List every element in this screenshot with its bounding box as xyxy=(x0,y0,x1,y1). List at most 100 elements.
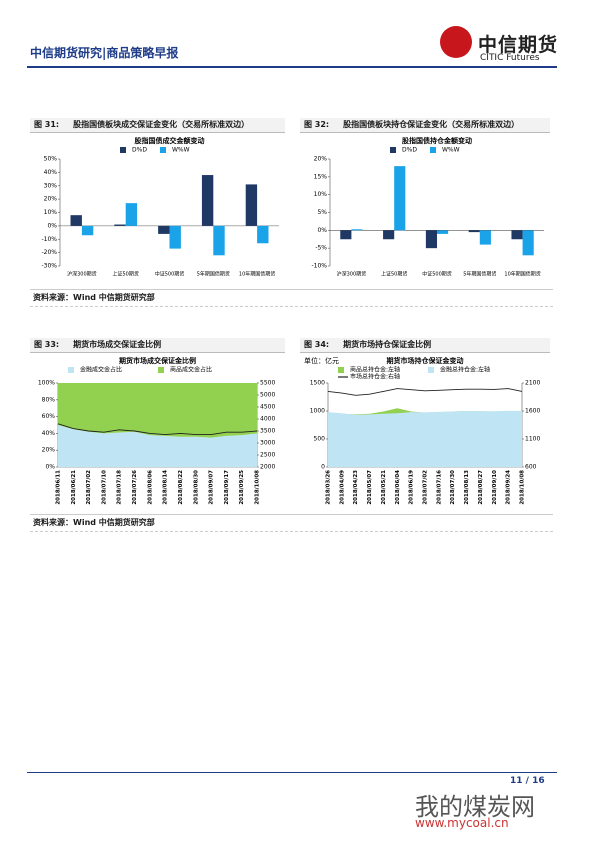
y-tick-label: 0% xyxy=(47,222,57,229)
x-tick-label: 2018/07/16 xyxy=(436,470,442,505)
x-tick-label: 2018/05/07 xyxy=(367,470,373,505)
y-tick-label: 60% xyxy=(42,413,56,420)
logo-text: 中信期货 xyxy=(478,34,559,56)
y-tick-label: 1000 xyxy=(310,408,325,415)
x-tick-label: 5年期国债期货 xyxy=(463,271,496,278)
legend-label: 市场总持仓金:右轴 xyxy=(350,373,400,381)
bar xyxy=(213,225,225,256)
bar xyxy=(383,230,395,240)
x-tick-label: 2018/09/24 xyxy=(506,470,512,505)
x-tick-label: 中证500期货 xyxy=(155,271,185,278)
source-note: 资料来源：Wind 中信期货研究部 xyxy=(30,514,553,532)
x-tick-label: 2018/10/08 xyxy=(520,470,526,505)
figure: 图 32: 股指国债板块持仓保证金变化（交易所标准双边） 股指国债持仓金额变动 D%… xyxy=(300,118,550,292)
legend-label: D%D xyxy=(132,147,147,154)
y2-tick-label: 3000 xyxy=(260,440,275,447)
y-tick-label: -20% xyxy=(41,249,57,256)
bar xyxy=(81,225,94,236)
bar xyxy=(125,203,138,226)
y-tick-label: 0 xyxy=(321,464,325,471)
chart-title: 股指国债成交金额变动 xyxy=(134,136,205,145)
y-tick-label: 0% xyxy=(45,464,55,471)
bar xyxy=(351,229,363,231)
figure-label: 图 31: xyxy=(34,120,60,129)
x-tick-label: 上证50期货 xyxy=(381,271,407,278)
figure-label: 图 33: xyxy=(34,340,60,349)
legend-swatch xyxy=(120,147,126,153)
x-tick-label: 2018/08/06 xyxy=(147,470,153,505)
legend-label: W%W xyxy=(172,147,190,154)
unit-label: 单位：亿元 xyxy=(304,356,339,365)
footer-rule xyxy=(27,772,557,773)
x-tick-label: 2018/10/08 xyxy=(255,470,261,505)
figure-header: 图 34: 期货市场持仓保证金比例 xyxy=(300,338,550,353)
y-tick-label: 20% xyxy=(314,156,328,163)
bar xyxy=(437,230,449,234)
y-tick-label: 5% xyxy=(317,209,327,216)
legend-swatch xyxy=(158,367,164,373)
legend-label: 商品总持仓金:左轴 xyxy=(350,366,400,374)
legend-label: D%D xyxy=(402,147,417,154)
x-tick-label: 2018/08/30 xyxy=(193,470,199,505)
y2-tick-label: 4500 xyxy=(260,404,275,411)
line-series xyxy=(57,423,258,436)
y-tick-label: 50% xyxy=(44,156,58,163)
y-tick-label: -10% xyxy=(41,236,57,243)
report-title: 中信期货研究|商品策略早报 xyxy=(30,46,179,60)
chart: 股指国债成交金额变动 D%D W%W -30% -20% -10% 0% 10% 20% 30% 4… xyxy=(41,136,279,278)
bar xyxy=(169,225,181,249)
y2-tick-label: 2000 xyxy=(260,464,275,471)
x-tick-label: 2018/08/14 xyxy=(163,470,169,505)
bar xyxy=(201,175,214,226)
x-tick-label: 2018/09/07 xyxy=(209,470,215,505)
figure-header: 图 32: 股指国债板块持仓保证金变化（交易所标准双边） xyxy=(300,118,550,133)
x-tick-label: 2018/03/26 xyxy=(326,470,332,505)
x-tick-label: 10年期国债期货 xyxy=(239,271,275,278)
x-tick-label: 2018/06/19 xyxy=(409,470,415,505)
logo-mark xyxy=(440,26,472,58)
x-tick-label: 2018/05/21 xyxy=(381,470,387,505)
x-tick-label: 2018/04/23 xyxy=(353,470,359,505)
figure-label: 图 34: xyxy=(304,340,330,349)
bar xyxy=(522,230,534,256)
bar xyxy=(425,230,437,249)
header-rule xyxy=(27,66,557,68)
x-tick-label: 2018/06/11 xyxy=(56,470,62,505)
figure-caption: 期货市场成交保证金比例 xyxy=(73,340,162,349)
x-tick-label: 5年期国债期货 xyxy=(197,271,230,278)
legend-label: 金融总持仓金:左轴 xyxy=(440,366,490,374)
logo-subtext: CITIC Futures xyxy=(480,53,540,63)
bar xyxy=(245,184,258,226)
legend-swatch xyxy=(68,367,74,373)
legend-swatch xyxy=(338,367,344,373)
x-tick-label: 2018/06/21 xyxy=(71,470,77,505)
y-tick-label: 1500 xyxy=(310,380,325,387)
y-tick-label: -5% xyxy=(315,245,327,252)
figure-caption: 期货市场持仓保证金比例 xyxy=(343,340,432,349)
figure: 图 33: 期货市场成交保证金比例 期货市场成交保证金比例 金融成交金占比 商品成交金… xyxy=(30,338,285,517)
y2-tick-label: 1600 xyxy=(525,408,540,415)
x-tick-label: 2018/07/10 xyxy=(101,470,107,505)
y-tick-label: 100% xyxy=(38,380,55,387)
x-tick-label: 2018/07/02 xyxy=(423,470,429,505)
y-tick-label: 500 xyxy=(314,436,326,443)
bar xyxy=(70,215,82,226)
y-tick-label: 40% xyxy=(42,430,56,437)
y2-tick-label: 5000 xyxy=(260,392,275,399)
x-tick-label: 2018/07/18 xyxy=(117,470,123,505)
bar xyxy=(468,230,480,233)
x-tick-label: 沪深300期货 xyxy=(337,271,367,278)
area-series xyxy=(58,425,257,467)
bar xyxy=(511,230,523,240)
source-note: 资料来源：Wind 中信期货研究部 xyxy=(30,289,553,307)
x-tick-label: 2018/07/26 xyxy=(132,470,138,505)
y-tick-label: -10% xyxy=(311,263,327,270)
y-tick-label: 80% xyxy=(42,396,56,403)
figure-caption: 股指国债板块成交保证金变化（交易所标准双边） xyxy=(73,120,250,129)
x-tick-label: 2018/04/09 xyxy=(339,470,345,505)
bar xyxy=(158,225,170,234)
x-tick-label: 2018/09/10 xyxy=(492,470,498,505)
x-tick-label: 2018/09/17 xyxy=(224,470,230,505)
